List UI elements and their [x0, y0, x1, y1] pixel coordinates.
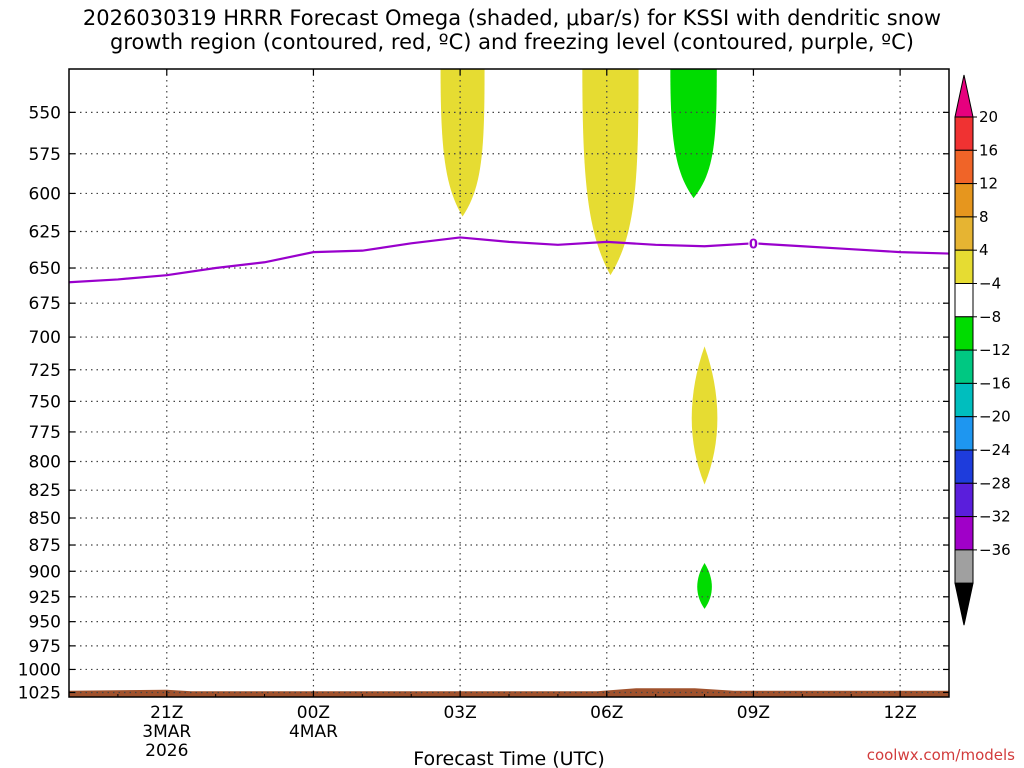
y-tick-label: 750 [29, 392, 61, 412]
x-tick-label: 03Z [443, 703, 476, 723]
y-tick-label: 650 [29, 259, 61, 279]
colorbar-label: −32 [979, 508, 1011, 526]
colorbar-label: −36 [979, 541, 1011, 559]
colorbar-label: −16 [979, 374, 1011, 392]
colorbar-label: −12 [979, 341, 1011, 359]
y-tick-label: 925 [29, 588, 61, 608]
colorbar-label: −4 [979, 275, 1001, 293]
colorbar-swatch [954, 416, 974, 451]
x-tick-label: 06Z [590, 703, 623, 723]
chart-title-line-2: growth region (contoured, red, ºC) and f… [110, 30, 914, 54]
y-tick-label: 700 [29, 328, 61, 348]
colorbar-label: −8 [979, 308, 1001, 326]
freezing-level-label: 0 [749, 237, 758, 252]
colorbar-bottom-arrow [954, 582, 974, 626]
colorbar-label: 16 [979, 141, 998, 159]
x-tick-label: 09Z [737, 703, 770, 723]
omega-region [440, 69, 485, 217]
colorbar-swatch [954, 349, 974, 384]
colorbar-top-arrow [954, 74, 974, 118]
x-tick-sublabel: 3MAR [142, 722, 191, 742]
freezing-level-line [68, 236, 950, 284]
y-tick-label: 575 [29, 145, 61, 165]
colorbar-swatch [954, 516, 974, 551]
x-tick-label: 12Z [883, 703, 916, 723]
y-tick-label: 675 [29, 294, 61, 314]
y-tick-label: 950 [29, 613, 61, 633]
x-tick-sublabel: 2026 [145, 741, 188, 761]
omega-shading-layer [440, 69, 718, 609]
colorbar-swatch [954, 249, 974, 284]
colorbar-swatch [954, 382, 974, 418]
colorbar-swatch [954, 549, 974, 584]
grid-layer [69, 69, 949, 697]
omega-region [691, 346, 718, 485]
y-tick-label: 850 [29, 509, 61, 529]
x-axis-label: Forecast Time (UTC) [413, 748, 604, 768]
y-tick-label: 1000 [18, 660, 61, 680]
colorbar-swatch [954, 449, 974, 484]
omega-region [582, 69, 639, 276]
colorbar-swatch [954, 482, 974, 518]
colorbar-swatch [954, 149, 974, 185]
chart-title: 2026030319 HRRR Forecast Omega (shaded, … [0, 6, 1024, 54]
colorbar-swatch [954, 216, 974, 251]
colorbar: 20 16 12 8 4 −4 −8 −12 −16 −20 −24 −28 −32 −36 [954, 74, 1011, 626]
y-tick-label: 800 [29, 453, 61, 473]
colorbar-label: −24 [979, 441, 1011, 459]
colorbar-label: 20 [979, 108, 998, 126]
x-tick-label: 00Z [297, 703, 330, 723]
omega-region [697, 562, 712, 609]
y-tick-label: 900 [29, 562, 61, 582]
y-tick-label: 875 [29, 536, 61, 556]
omega-region [670, 69, 717, 199]
colorbar-label: 8 [979, 208, 989, 226]
y-tick-label: 975 [29, 637, 61, 657]
y-tick-label: 775 [29, 423, 61, 443]
colorbar-swatch [954, 183, 974, 218]
chart-title-line-1: 2026030319 HRRR Forecast Omega (shaded, … [82, 6, 942, 30]
colorbar-swatch [954, 283, 974, 318]
colorbar-swatch [954, 116, 974, 151]
y-tick-label: 600 [29, 184, 61, 204]
colorbar-label: 12 [979, 175, 998, 193]
freezing-level-layer: 0 [68, 235, 950, 284]
y-tick-label: 1025 [18, 683, 61, 703]
plot-frame [68, 68, 950, 698]
axes-layer: 550 575 600 625 650 675 700 725 750 775 800 825 850 8… [18, 68, 950, 761]
y-tick-label: 550 [29, 103, 61, 123]
x-tick-sublabel: 4MAR [289, 722, 338, 742]
colorbar-label: −20 [979, 408, 1011, 426]
colorbar-label: −28 [979, 474, 1011, 492]
y-tick-label: 825 [29, 481, 61, 501]
y-tick-label: 725 [29, 361, 61, 381]
x-tick-label: 21Z [150, 703, 183, 723]
colorbar-label: 4 [979, 241, 989, 259]
credit-text: coolwx.com/models [867, 746, 1015, 764]
colorbar-swatch [954, 316, 974, 351]
freezing-level-label-bg [748, 235, 759, 251]
y-tick-label: 625 [29, 222, 61, 242]
